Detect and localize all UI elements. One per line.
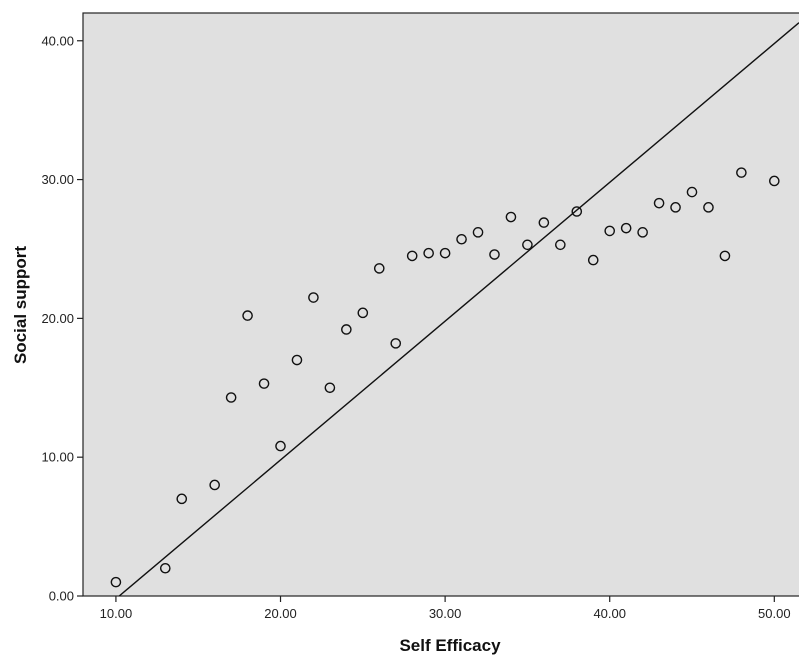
data-point <box>308 292 319 303</box>
data-point <box>373 263 385 274</box>
data-point <box>275 440 286 452</box>
data-point <box>423 247 434 259</box>
data-point <box>406 250 418 262</box>
x-tick-label: 10.00 <box>100 606 133 621</box>
x-tick-label: 20.00 <box>264 606 297 621</box>
data-point <box>538 217 550 228</box>
data-point <box>736 167 747 178</box>
x-tick-label: 50.00 <box>758 606 791 621</box>
data-point <box>258 378 270 389</box>
x-axis-title: Self Efficacy <box>399 636 501 655</box>
plot-area <box>82 12 799 597</box>
data-point <box>110 576 122 588</box>
data-point <box>324 382 336 394</box>
data-point <box>209 479 220 491</box>
data-point <box>357 307 369 319</box>
data-point <box>472 227 484 238</box>
y-tick-label: 30.00 <box>41 172 74 187</box>
data-point <box>719 250 731 262</box>
y-tick-label: 40.00 <box>41 33 74 48</box>
data-point <box>159 562 171 574</box>
y-tick-label: 20.00 <box>41 311 74 326</box>
x-tick-label: 30.00 <box>429 606 462 621</box>
data-point <box>686 186 698 198</box>
data-point <box>176 493 188 505</box>
x-tick-label: 40.00 <box>593 606 626 621</box>
data-point <box>620 222 632 234</box>
y-axis: 0.00 10.00 20.00 30.00 40.00 <box>41 33 83 604</box>
data-point <box>653 197 665 209</box>
data-point <box>637 227 648 238</box>
y-tick-label: 0.00 <box>49 589 74 604</box>
data-point <box>439 247 451 259</box>
data-point <box>225 392 237 403</box>
data-point <box>555 239 566 251</box>
data-point <box>703 202 714 213</box>
data-point <box>587 254 599 266</box>
data-point <box>390 338 402 349</box>
data-point <box>242 310 253 321</box>
data-point <box>456 233 467 245</box>
data-point <box>571 206 583 217</box>
data-point <box>505 211 517 223</box>
y-tick-label: 10.00 <box>41 450 74 465</box>
reference-line <box>118 22 799 596</box>
data-point <box>522 239 533 251</box>
data-point <box>769 175 780 187</box>
data-point <box>670 202 681 213</box>
data-point <box>604 225 616 237</box>
data-point <box>489 249 500 260</box>
x-axis: 10.00 20.00 30.00 40.00 50.00 <box>100 596 791 621</box>
data-point <box>341 324 352 335</box>
y-axis-title: Social support <box>11 246 30 364</box>
chart-marks <box>110 22 799 596</box>
data-point <box>291 354 303 366</box>
